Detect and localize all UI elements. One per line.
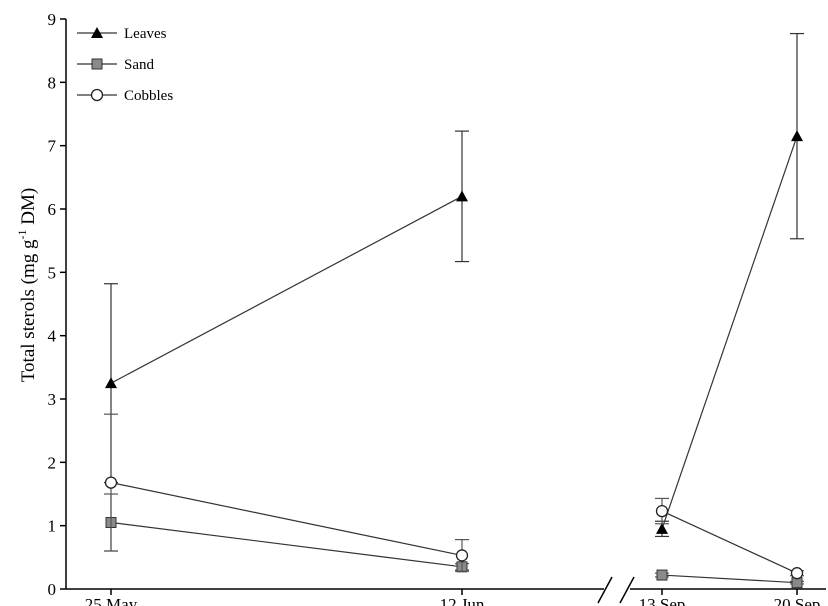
y-tick-label: 7 — [48, 137, 57, 156]
series-line — [661, 510, 798, 574]
legend-label: Leaves — [124, 26, 167, 42]
series-line — [110, 482, 463, 557]
series-line — [110, 521, 463, 568]
axis-break-mark — [619, 576, 635, 604]
series-sand — [104, 493, 804, 589]
y-axis-label-main: Total sterols (mg g — [18, 239, 39, 382]
y-tick-label: 0 — [48, 580, 57, 599]
series-layer — [104, 32, 804, 589]
y-axis-label-tail: DM) — [18, 188, 39, 230]
y-tick-label: 6 — [48, 200, 57, 219]
y-tick-label: 1 — [48, 517, 57, 536]
data-point — [455, 549, 469, 562]
series-cobbles — [104, 413, 804, 580]
legend: Leaves Sand Cobbles — [77, 26, 173, 104]
y-tick-label: 8 — [48, 73, 57, 92]
data-point — [655, 504, 669, 518]
y-tick-label: 9 — [48, 10, 57, 29]
legend-marker — [91, 58, 103, 70]
legend-label: Cobbles — [124, 88, 173, 104]
x-tick-label: 25 May — [85, 595, 138, 606]
data-point — [656, 569, 668, 581]
series-line — [661, 574, 798, 584]
axis-break-mark — [597, 576, 613, 604]
data-point — [456, 190, 468, 202]
series-line — [110, 195, 463, 384]
x-tick-label: 20 Sep — [774, 595, 821, 606]
y-axis-label: Total sterols (mg g-1 DM) — [15, 188, 39, 382]
data-point — [104, 476, 118, 489]
series-line — [661, 135, 798, 530]
x-tick-label: 12 Jun — [440, 595, 485, 606]
legend-item-leaves: Leaves — [77, 26, 167, 42]
data-point — [790, 567, 804, 580]
data-point — [105, 377, 117, 389]
series-leaves — [104, 32, 804, 538]
y-tick-label: 5 — [48, 263, 57, 282]
y-axis-label-superscript: -1 — [15, 229, 29, 239]
axes: 0 1 2 3 4 5 6 7 8 9 25 May 12 Jun 13 Sep 20 Sep — [48, 10, 826, 606]
legend-item-sand: Sand — [77, 57, 155, 73]
legend-item-cobbles: Cobbles — [77, 88, 173, 104]
data-point — [656, 522, 668, 534]
data-point — [791, 130, 803, 142]
legend-marker — [90, 88, 104, 102]
y-tick-label: 3 — [48, 390, 57, 409]
x-tick-label: 13 Sep — [639, 595, 686, 606]
legend-marker — [91, 27, 103, 38]
legend-label: Sand — [124, 57, 155, 73]
y-tick-label: 2 — [48, 453, 57, 472]
y-tick-label: 4 — [48, 327, 57, 346]
